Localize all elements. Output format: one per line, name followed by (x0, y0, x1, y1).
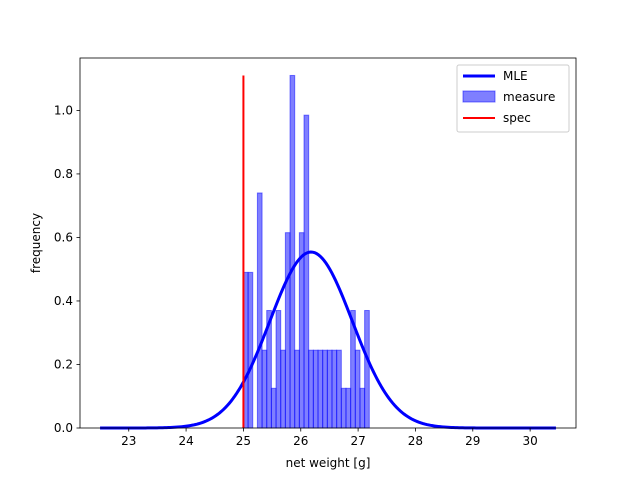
histogram-bar (280, 349, 286, 429)
histogram-bars (242, 74, 370, 429)
histogram-bar (261, 349, 268, 429)
y-tick-label: 1.0 (54, 103, 73, 117)
x-tick-label: 23 (121, 434, 136, 448)
legend-mle-label: MLE (503, 69, 528, 83)
histogram-bar (326, 349, 333, 429)
histogram-bar (354, 349, 361, 429)
legend-measure-label: measure (503, 90, 555, 104)
x-tick-label: 26 (293, 434, 308, 448)
x-tick-label: 29 (465, 434, 480, 448)
histogram-bar (247, 271, 254, 429)
histogram-bar (298, 232, 305, 429)
x-tick-label: 27 (350, 434, 365, 448)
histogram-bar (331, 349, 338, 429)
histogram-bar (294, 349, 300, 429)
histogram-bar (322, 349, 328, 429)
plot-area (100, 74, 556, 430)
axes-frame (79, 57, 577, 429)
x-tick-label: 28 (408, 434, 423, 448)
x-tick-label: 24 (178, 434, 193, 448)
x-tick-label: 25 (236, 434, 251, 448)
histogram-bar (340, 387, 347, 429)
legend-frame (456, 64, 570, 133)
legend-measure-swatch (462, 90, 496, 103)
histogram-bar (270, 387, 277, 429)
histogram-bar (284, 232, 291, 429)
y-axis-ticks: 0.0 0.2 0.4 0.6 0.8 1.0 (54, 103, 80, 435)
histogram-bar (308, 349, 314, 429)
x-tick-label: 30 (522, 434, 537, 448)
legend: MLE measure spec (456, 64, 570, 133)
histogram-bar (364, 309, 370, 429)
histogram-bar (345, 387, 352, 429)
y-tick-label: 0.6 (54, 230, 73, 244)
histogram-bar (275, 309, 282, 429)
histogram-bar (303, 114, 310, 429)
histogram-bar (256, 192, 263, 429)
y-tick-label: 0.8 (54, 167, 73, 181)
legend-spec-label: spec (503, 111, 531, 125)
histogram-bar (317, 349, 324, 429)
y-axis-label: frequency (29, 213, 43, 273)
histogram-bar (312, 349, 319, 429)
histogram-bar (359, 387, 366, 429)
histogram-bar (336, 349, 342, 429)
y-tick-label: 0.4 (54, 294, 73, 308)
y-tick-label: 0.2 (54, 357, 73, 371)
x-axis-ticks: 23 24 25 26 27 28 29 30 (121, 428, 538, 448)
histogram-bar (289, 74, 296, 429)
y-tick-label: 0.0 (54, 421, 73, 435)
x-axis-label: net weight [g] (286, 456, 371, 470)
